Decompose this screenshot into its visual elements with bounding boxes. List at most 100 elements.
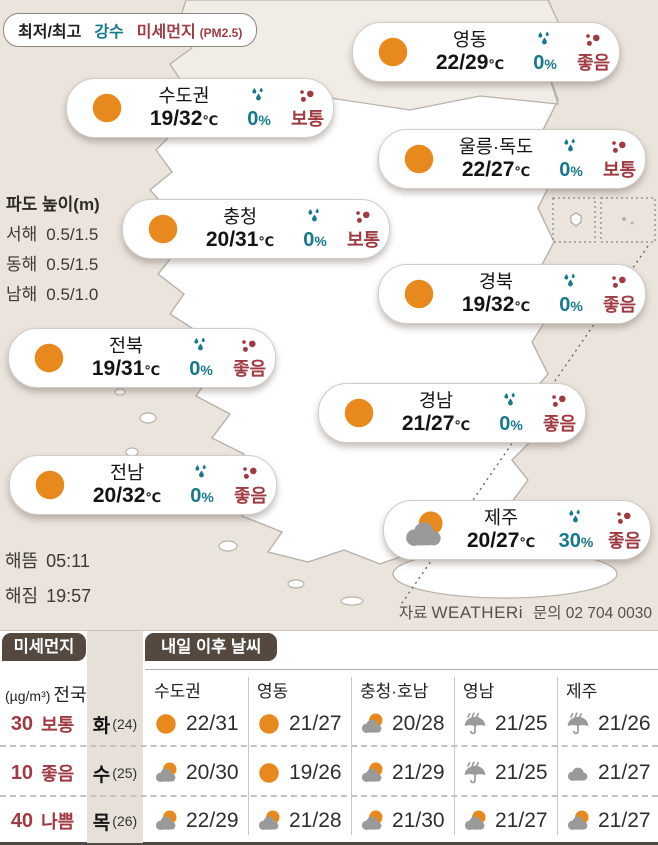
rain-probability: 0% [247, 108, 271, 130]
region-dust: 보통 [338, 207, 389, 251]
dust-status: 좋음 [542, 414, 577, 435]
region-name-temp: 경남 21/27℃ [384, 390, 488, 435]
region-temp: 20/27℃ [466, 528, 536, 552]
sun-cloud-icon [155, 810, 177, 830]
day-name: 목 [92, 812, 111, 834]
rain-icon [464, 712, 486, 735]
day-label: 화 (24) [87, 709, 143, 739]
rain-unit: % [510, 417, 523, 433]
sun-cloud-icon [258, 810, 280, 830]
region-name: 전남 [109, 462, 145, 484]
dust-dots-icon-wrap [609, 272, 631, 295]
forecast-cell: 21/27 [557, 758, 658, 788]
region-name-temp: 전남 20/32℃ [75, 462, 179, 507]
rain-probability: 0% [303, 229, 327, 251]
region-temp: 21/27℃ [401, 411, 471, 435]
region-name: 경남 [418, 390, 454, 412]
region-rain: 0% [548, 271, 594, 317]
forecast-cell: 20/28 [351, 709, 454, 739]
forecast-temp: 19/26 [289, 761, 342, 784]
region-rain: 0% [488, 390, 534, 436]
region-name-temp: 충청 20/31℃ [188, 206, 292, 251]
region-name: 영동 [452, 29, 488, 51]
region-name-temp: 수도권 19/32℃ [132, 85, 236, 130]
drops-icon [538, 31, 549, 45]
forecast-cell: 19/26 [248, 758, 351, 788]
wave-heights-title: 파도 높이(m) [6, 195, 100, 214]
sun-icon [156, 714, 176, 734]
region-rain: 0% [178, 335, 224, 381]
dust-dots-icon-wrap [297, 86, 319, 109]
dots-icon [611, 141, 626, 154]
region-name: 제주 [483, 507, 519, 529]
temp-unit: ℃ [144, 362, 161, 378]
sunrise-row: 해뜸 05:11 [5, 544, 91, 579]
forecast-temp: 21/25 [495, 761, 548, 784]
rain-probability: 30% [558, 530, 594, 552]
region-pill-전남: 전남 20/32℃ 0% 좋음 [9, 455, 277, 515]
rain-drops-icon-wrap [560, 136, 582, 159]
region-temp: 20/32℃ [92, 483, 162, 507]
wave-value: 0.5/1.5 [46, 255, 99, 274]
dust-status: 보통 [346, 230, 381, 251]
sun-icon [404, 144, 434, 174]
region-pill-제주: 제주 20/27℃ 30% 좋음 [383, 500, 651, 560]
rain-probability: 0% [559, 159, 583, 181]
forecast-column-header-영남: 영남 [463, 682, 495, 701]
sunset-row: 해짐 19:57 [5, 579, 91, 614]
forecast-column-header-수도권: 수도권 [154, 682, 201, 701]
forecast-temp: 21/27 [495, 809, 548, 832]
region-name-temp: 전북 19/31℃ [74, 335, 178, 380]
rain-drops-icon-wrap [304, 206, 326, 229]
dust-dots-icon-wrap [240, 463, 262, 486]
region-weather-icon [138, 210, 188, 248]
dust-dots-icon-wrap [353, 207, 375, 230]
dust-forecast-row: 40 나쁨 [0, 806, 85, 836]
region-rain: 30% [553, 507, 599, 553]
region-dust: 좋음 [599, 508, 650, 552]
wave-heights: 파도 높이(m) 서해 0.5/1.5 동해 0.5/1.5 남해 0.5/1.0 [6, 190, 100, 310]
rain-drops-icon-wrap [560, 271, 582, 294]
region-weather-icon [394, 275, 444, 313]
region-name: 울릉·독도 [458, 136, 534, 158]
region-weather-icon [25, 466, 75, 504]
rain-probability: 0% [190, 485, 214, 507]
wave-label: 동해 [6, 255, 38, 274]
forecast-temp: 21/27 [289, 712, 342, 735]
region-pill-경남: 경남 21/27℃ 0% 좋음 [318, 383, 586, 443]
wave-row-east: 동해 0.5/1.5 [6, 250, 100, 280]
rain-drops-icon-wrap [500, 390, 522, 413]
region-pill-전북: 전북 19/31℃ 0% 좋음 [8, 328, 276, 388]
region-weather-icon [368, 33, 418, 71]
source-credit: 자료 WEATHERi 문의 02 704 0030 [399, 601, 652, 623]
dust-status: 보통 [602, 160, 637, 181]
rain-drops-icon-wrap [248, 85, 270, 108]
dust-status: 좋음 [576, 53, 611, 74]
day-date: (24) [112, 716, 138, 732]
sun-cloud-icon [567, 810, 589, 830]
forecast-temp: 20/28 [392, 712, 445, 735]
forecast-cell: 21/29 [351, 758, 454, 788]
forecast-panel-title: 내일 이후 날씨 [145, 633, 278, 661]
sun-icon [34, 343, 64, 373]
wave-row-south: 남해 0.5/1.0 [6, 280, 100, 310]
temp-unit: ℃ [514, 298, 531, 314]
rain-unit: % [258, 112, 271, 128]
day-column-background [87, 631, 143, 843]
rain-drops-icon-wrap [190, 335, 212, 358]
sun-cloud-icon [406, 511, 443, 546]
sun-icon [259, 763, 279, 783]
wave-label: 서해 [6, 225, 38, 244]
region-dust: 좋음 [225, 463, 276, 507]
region-name: 전북 [108, 335, 144, 357]
forecast-temp: 21/28 [289, 809, 342, 832]
forecast-temp: 21/30 [392, 809, 445, 832]
sun-icon [92, 93, 122, 123]
dots-icon [241, 340, 256, 353]
region-dust: 좋음 [594, 272, 645, 316]
region-rain: 0% [292, 206, 338, 252]
drops-icon [569, 509, 580, 523]
row-divider [0, 745, 658, 747]
dust-forecast-row: 10 좋음 [0, 758, 85, 788]
region-name-temp: 제주 20/27℃ [449, 507, 553, 552]
